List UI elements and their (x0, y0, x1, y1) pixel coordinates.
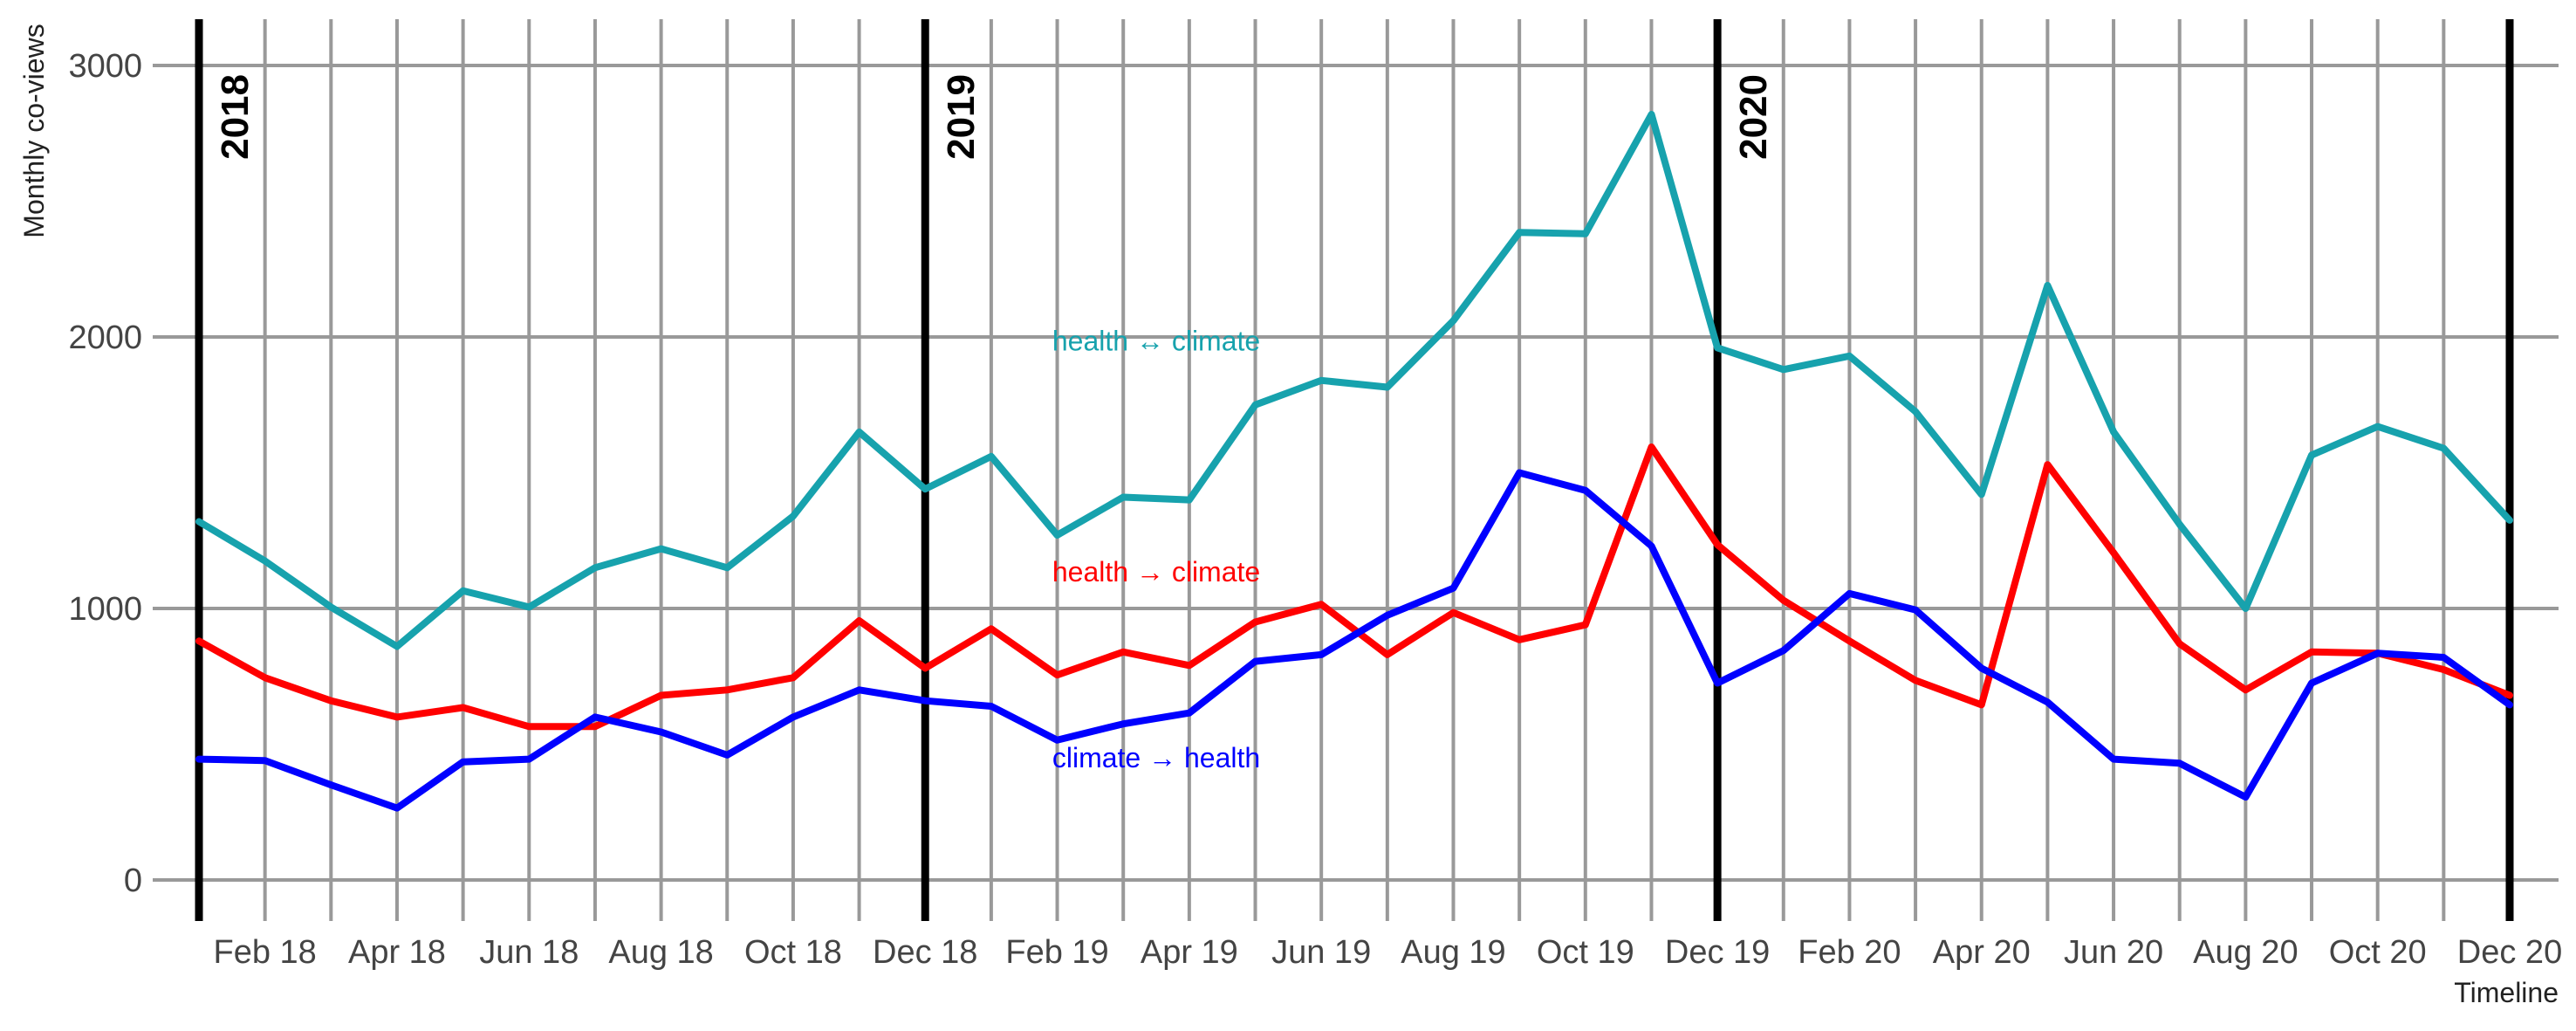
y-tick-label: 2000 (68, 320, 142, 356)
series-lines (195, 111, 2513, 812)
y-axis-title: Monthly co-views (18, 24, 50, 237)
x-tick-label: Oct 19 (1537, 934, 1634, 971)
x-axis-title: Timeline (2454, 977, 2559, 1008)
x-tick-label: Feb 20 (1798, 934, 1901, 971)
x-axis-ticks: Feb 18 Apr 18 Jun 18 Aug 18 Oct 18 Dec 18 Feb … (214, 934, 2563, 971)
x-tick-label: Feb 18 (214, 934, 317, 971)
year-label: 2020 (1732, 74, 1775, 160)
y-axis-ticks: 0 1000 2000 3000 (68, 48, 142, 899)
y-tick-label: 0 (124, 863, 142, 899)
x-tick-label: Apr 20 (1933, 934, 2031, 971)
series-line (195, 469, 2513, 812)
x-tick-label: Jun 19 (1271, 934, 1371, 971)
x-tick-label: Apr 19 (1141, 934, 1238, 971)
y-tick-label: 3000 (68, 48, 142, 85)
x-tick-label: Dec 20 (2457, 934, 2562, 971)
x-tick-label: Jun 18 (479, 934, 579, 971)
series-line (195, 443, 2513, 731)
series-label: health ↔ climate (1052, 326, 1260, 357)
year-label: 2018 (214, 74, 257, 160)
x-tick-label: Apr 18 (348, 934, 446, 971)
x-tick-label: Aug 20 (2193, 934, 2298, 971)
series-label: climate → health (1052, 742, 1260, 773)
x-tick-label: Oct 20 (2329, 934, 2427, 971)
x-tick-label: Oct 18 (744, 934, 842, 971)
year-label: 2019 (940, 74, 983, 160)
series-labels: health ↔ climate health → climate climate … (1052, 326, 1260, 773)
x-tick-label: Dec 19 (1665, 934, 1770, 971)
y-tick-label: 1000 (68, 591, 142, 628)
x-tick-label: Jun 20 (2064, 934, 2163, 971)
series-line (195, 111, 2513, 650)
x-tick-label: Aug 18 (608, 934, 713, 971)
year-marker-lines: 2018 2019 2020 (195, 19, 2514, 921)
x-tick-label: Dec 18 (873, 934, 977, 971)
series-label: health → climate (1052, 556, 1260, 588)
x-tick-label: Feb 19 (1005, 934, 1108, 971)
x-tick-label: Aug 19 (1401, 934, 1505, 971)
grid-lines (153, 19, 2559, 921)
